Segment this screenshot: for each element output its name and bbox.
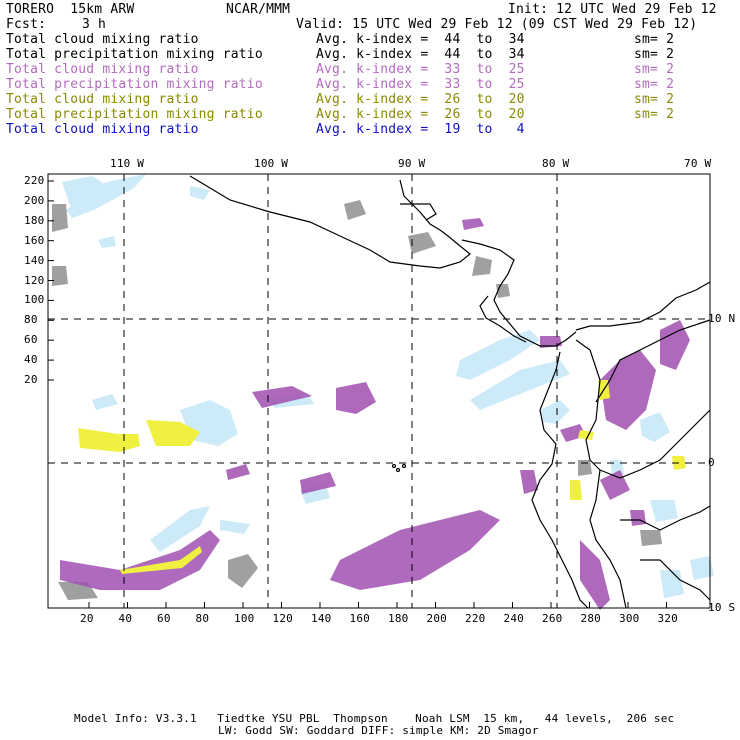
- x-tick-label: 120: [272, 612, 293, 625]
- longitude-label: 80 W: [542, 157, 570, 170]
- x-tick-label: 140: [311, 612, 332, 625]
- y-tick-label: 120: [24, 273, 45, 287]
- legend-kindex: Avg. k-index = 44 to 34: [316, 47, 525, 62]
- legend-smoothing: sm= 2: [634, 32, 675, 47]
- legend-kindex: Avg. k-index = 33 to 25: [316, 62, 525, 77]
- x-tick-label: 180: [388, 612, 409, 625]
- legend-field: Total precipitation mixing ratio: [6, 77, 263, 92]
- x-tick-label: 160: [349, 612, 370, 625]
- x-tick-label: 320: [657, 612, 678, 625]
- legend-field: Total cloud mixing ratio: [6, 62, 199, 77]
- y-tick-label: 60: [24, 333, 38, 347]
- model-info-line2: LW: Godd SW: Goddard DIFF: simple KM: 2D…: [218, 724, 539, 737]
- forecast-value: 3 h: [82, 17, 107, 32]
- legend-field: Total precipitation mixing ratio: [6, 47, 263, 62]
- y-tick-label: 20: [24, 373, 38, 386]
- x-tick-label: 260: [542, 612, 563, 625]
- init-time: Init: 12 UTC Wed 29 Feb 12: [508, 2, 717, 17]
- legend-smoothing: sm= 2: [634, 77, 675, 92]
- x-tick-label: 200: [426, 612, 447, 625]
- y-tick-label: 160: [24, 233, 45, 247]
- org-name: NCAR/MMM: [226, 2, 291, 17]
- model-title: TORERO 15km ARW: [6, 2, 135, 17]
- legend-kindex: Avg. k-index = 44 to 34: [316, 32, 525, 47]
- axis-ticks: [48, 180, 667, 608]
- legend-field: Total cloud mixing ratio: [6, 32, 199, 47]
- legend-field: Total cloud mixing ratio: [6, 122, 199, 137]
- forecast-label: Fcst:: [6, 17, 47, 32]
- longitude-label: 110 W: [110, 157, 145, 170]
- yellow-cloud-areas: [78, 380, 686, 574]
- legend-field: Total cloud mixing ratio: [6, 92, 199, 107]
- x-tick-label: 300: [619, 612, 640, 625]
- y-tick-label: 200: [24, 193, 45, 207]
- y-tick-label: 140: [24, 253, 45, 267]
- latitude-label: 10 S: [708, 601, 736, 614]
- legend-kindex: Avg. k-index = 26 to 20: [316, 92, 525, 107]
- x-tick-label: 40: [118, 612, 133, 625]
- x-tick-label: 80: [195, 612, 210, 625]
- y-tick-label: 100: [24, 293, 45, 307]
- model-info-line1: Model Info: V3.3.1 Tiedtke YSU PBL Thomp…: [74, 712, 675, 725]
- latitude-label: 0: [708, 456, 715, 469]
- longitude-label: 100 W: [254, 157, 289, 170]
- coastlines: [189, 175, 711, 609]
- x-tick-label: 280: [580, 612, 601, 625]
- violet-cloud-areas: [60, 218, 690, 610]
- legend-kindex: Avg. k-index = 26 to 20: [316, 107, 525, 122]
- legend-smoothing: sm= 2: [634, 92, 675, 107]
- legend-kindex: Avg. k-index = 33 to 25: [316, 77, 525, 92]
- legend-smoothing: sm= 2: [634, 107, 675, 122]
- x-tick-label: 60: [157, 612, 171, 625]
- longitude-label: 90 W: [398, 157, 426, 170]
- x-tick-label: 100: [234, 612, 255, 625]
- x-tick-label: 220: [465, 612, 486, 625]
- legend-smoothing: sm= 2: [634, 47, 675, 62]
- legend-smoothing: sm= 2: [634, 62, 675, 77]
- longitude-label: 70 W: [684, 157, 712, 170]
- legend-field: Total precipitation mixing ratio: [6, 107, 263, 122]
- map-frame: [47, 173, 711, 609]
- y-tick-label: 220: [24, 174, 45, 187]
- x-tick-label: 20: [80, 612, 94, 625]
- gray-cloud-areas: [52, 200, 662, 600]
- x-tick-label: 240: [503, 612, 524, 625]
- latitude-label: 10 N: [708, 312, 736, 325]
- y-tick-label: 80: [24, 313, 38, 327]
- y-tick-label: 180: [24, 213, 45, 227]
- valid-time: Valid: 15 UTC Wed 29 Feb 12 (09 CST Wed …: [296, 17, 698, 32]
- y-tick-label: 40: [24, 353, 38, 367]
- lat-lon-grid: [48, 174, 710, 608]
- legend-kindex: Avg. k-index = 19 to 4: [316, 122, 525, 137]
